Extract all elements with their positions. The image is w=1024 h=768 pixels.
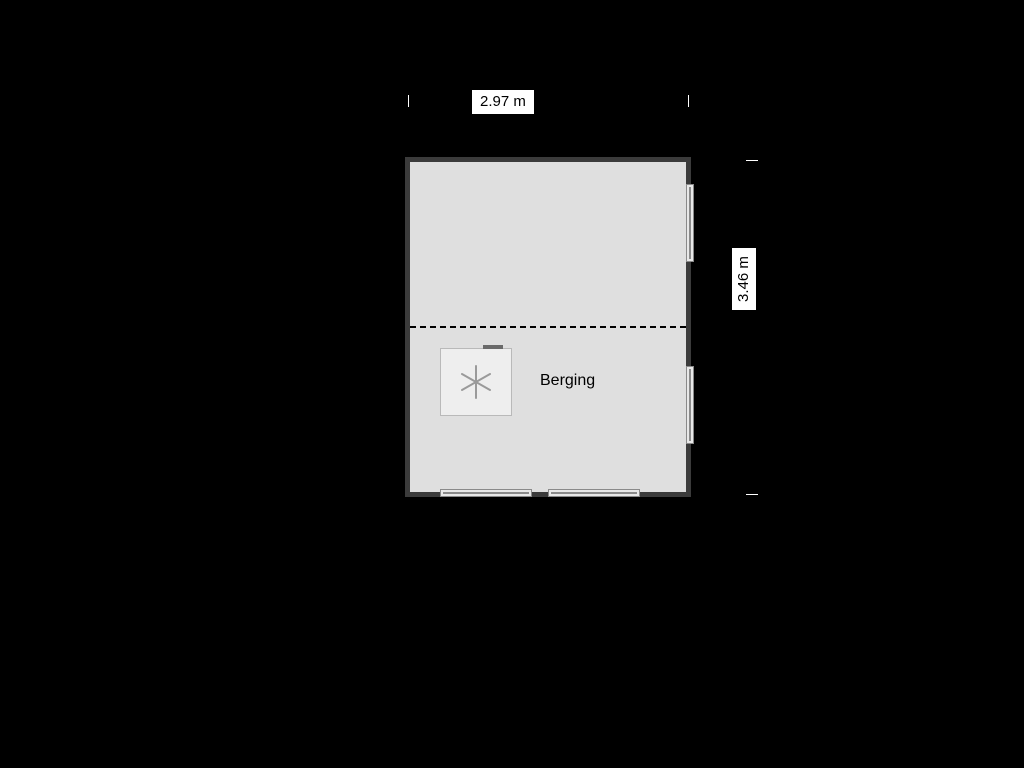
- dimension-height-label: 3.46 m: [732, 248, 756, 310]
- window-bottom-right: [548, 489, 640, 497]
- window-right-upper: [686, 184, 694, 262]
- room-berging: Berging: [405, 157, 691, 497]
- appliance-freezer: [440, 348, 512, 416]
- room-divider-dashed: [410, 326, 686, 328]
- window-right-lower: [686, 366, 694, 444]
- dim-tick: [688, 95, 689, 107]
- dim-tick: [746, 160, 758, 161]
- appliance-handle: [483, 345, 503, 349]
- floorplan-canvas: 2.97 m 3.46 m Berging: [0, 0, 1024, 768]
- dimension-width-label: 2.97 m: [472, 90, 534, 114]
- dim-tick: [746, 494, 758, 495]
- room-label: Berging: [540, 372, 595, 390]
- dim-tick: [408, 95, 409, 107]
- freezer-icon: [455, 361, 497, 403]
- window-bottom-left: [440, 489, 532, 497]
